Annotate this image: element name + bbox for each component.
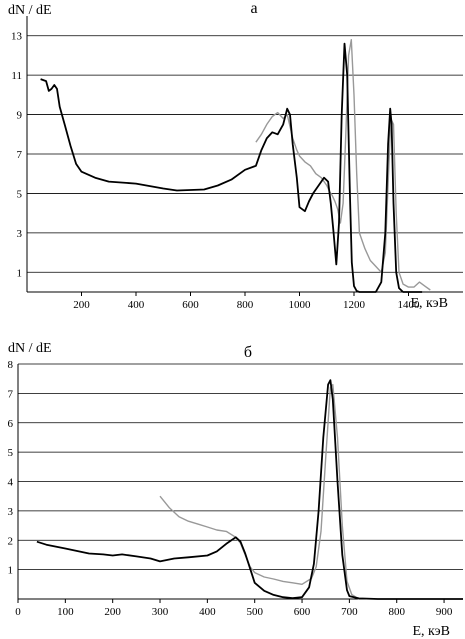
chart-b-y-tick-label: 8 <box>8 359 14 371</box>
chart-b-y-tick-label: 3 <box>8 506 14 518</box>
chart-a-y-tick-label: 1 <box>17 267 23 279</box>
chart-a-x-tick-label: 400 <box>128 299 145 311</box>
chart-a-grid <box>27 35 463 273</box>
chart-a-y-tick-label: 13 <box>11 31 23 43</box>
chart-b-x-tick-label: 500 <box>246 606 263 618</box>
chart-b-y-tick-label: 4 <box>8 477 14 489</box>
chart-b-x-ticks: 0 100 200 300 400 500 600 700 800 900 <box>15 599 453 618</box>
chart-b-y-tick-label: 7 <box>8 388 14 400</box>
chart-b-x-tick-label: 800 <box>388 606 405 618</box>
chart-a-x-tick-label: 1000 <box>289 299 312 311</box>
chart-a-x-tick-label: 1200 <box>343 299 366 311</box>
chart-a-x-tick-label: 200 <box>73 299 90 311</box>
chart-a-y-tick-label: 7 <box>17 149 23 161</box>
chart-b-x-tick-label: 300 <box>152 606 169 618</box>
chart-b-xlabel: E, кэВ <box>412 624 450 639</box>
chart-b-series-black-line <box>36 379 463 600</box>
chart-panel-b: б dN / dE E, кэВ 1 2 3 4 5 6 7 8 0 100 200 300 400 5… <box>8 341 463 639</box>
chart-b-title: б <box>244 344 252 361</box>
chart-a-title: а <box>250 0 257 17</box>
chart-b-ylabel: dN / dE <box>8 341 52 356</box>
chart-a-xlabel: E, кэВ <box>410 296 448 311</box>
chart-b-x-tick-label: 700 <box>341 606 358 618</box>
chart-b-x-tick-label: 200 <box>104 606 121 618</box>
chart-b-x-tick-label: 100 <box>57 606 74 618</box>
chart-b-x-tick-label: 0 <box>15 606 21 618</box>
chart-a-x-ticks: 200 400 600 800 1000 1200 1400 <box>73 292 420 311</box>
chart-b-x-tick-label: 900 <box>436 606 453 618</box>
chart-b-grid <box>18 363 463 571</box>
chart-a-y-tick-label: 9 <box>17 110 23 122</box>
chart-b-x-tick-label: 400 <box>199 606 216 618</box>
chart-b-x-tick-label: 600 <box>294 606 311 618</box>
chart-a-y-tick-label: 3 <box>17 228 23 240</box>
chart-b-y-tick-label: 6 <box>8 418 14 430</box>
chart-b-y-ticks: 1 2 3 4 5 6 7 8 <box>8 359 14 577</box>
chart-a-ylabel: dN / dE <box>8 3 52 18</box>
chart-a-y-tick-label: 5 <box>17 188 23 200</box>
chart-a-series <box>40 39 431 293</box>
chart-b-y-tick-label: 5 <box>8 447 14 459</box>
chart-a-x-tick-label: 1400 <box>398 299 421 311</box>
chart-b-y-tick-label: 1 <box>8 565 14 577</box>
chart-b-y-tick-label: 2 <box>8 535 14 547</box>
chart-a-series-black-line <box>40 42 423 293</box>
chart-a-x-tick-label: 600 <box>182 299 199 311</box>
chart-a-y-tick-label: 11 <box>11 70 22 82</box>
chart-b-series-grey-line <box>159 383 360 600</box>
chart-b-series <box>36 379 463 600</box>
chart-a-x-tick-label: 800 <box>237 299 254 311</box>
